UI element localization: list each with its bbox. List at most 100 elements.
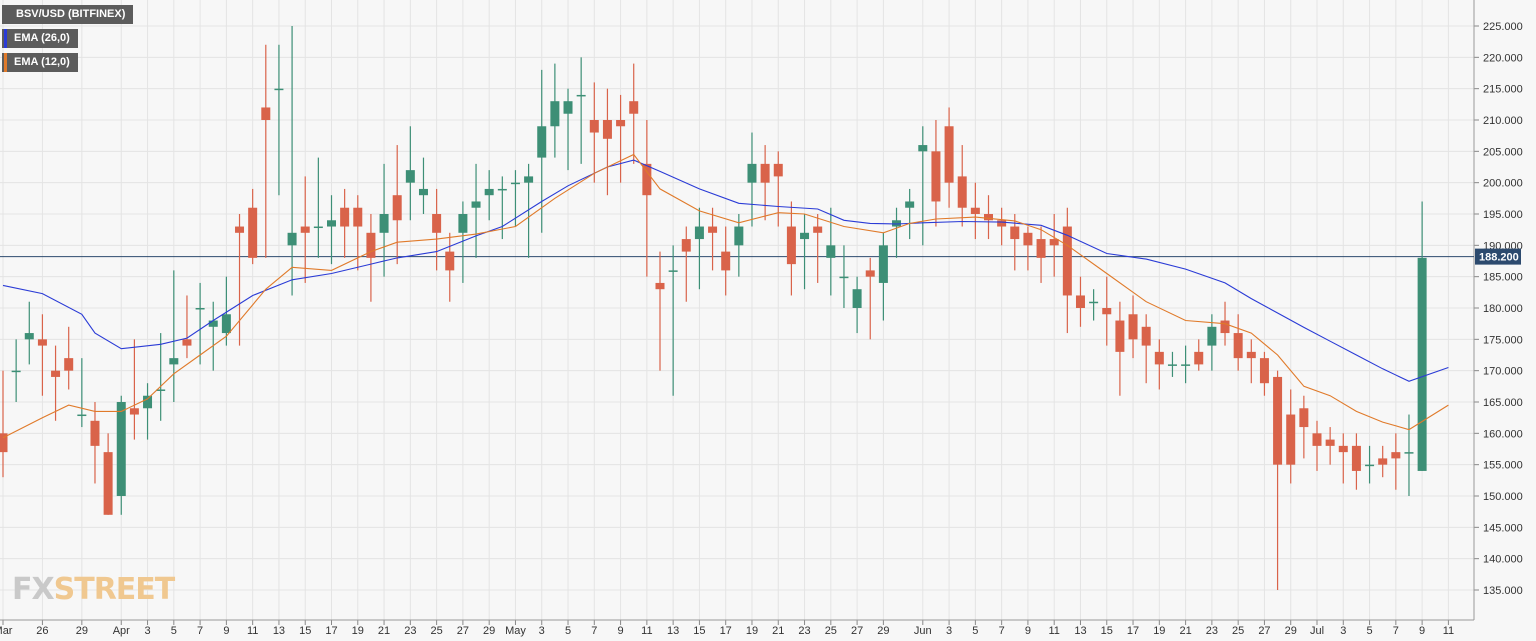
candle-body <box>694 226 704 240</box>
x-tick-label: 21 <box>1179 625 1191 637</box>
candle-body <box>248 207 258 258</box>
x-tick-label: 13 <box>667 625 679 637</box>
y-tick-label: 175.000 <box>1483 334 1523 346</box>
x-tick-label: 21 <box>772 625 784 637</box>
x-tick-label: 29 <box>483 625 495 637</box>
candle-body <box>918 145 928 152</box>
candle-body <box>156 389 166 391</box>
candle-body <box>24 333 34 340</box>
x-tick-label: Mar <box>0 625 13 637</box>
candle-body <box>11 370 21 373</box>
y-tick-label: 185.000 <box>1483 272 1523 284</box>
x-tick-label: 9 <box>1419 625 1425 637</box>
legend-ema26: EMA (26,0) <box>2 29 78 48</box>
candle-body <box>353 207 363 227</box>
x-tick-label: 17 <box>1127 625 1139 637</box>
candle-body <box>235 226 245 233</box>
watermark-street: STREET <box>53 572 176 607</box>
x-tick-label: 25 <box>1232 625 1244 637</box>
watermark-fx: FX <box>12 572 55 607</box>
x-tick-label: 9 <box>223 625 229 637</box>
candle-body <box>51 370 61 377</box>
candle-body <box>1102 308 1112 315</box>
candle-body <box>1299 408 1309 428</box>
candle-body <box>1417 257 1427 471</box>
candle-body <box>655 282 665 290</box>
x-tick-label: Jun <box>914 625 932 637</box>
candle-body <box>602 120 612 139</box>
candle-body <box>997 220 1007 227</box>
x-tick-label: 5 <box>1366 625 1372 637</box>
x-tick-label: 15 <box>1101 625 1113 637</box>
x-tick-label: 13 <box>273 625 285 637</box>
candle-body <box>287 232 297 246</box>
candle-body <box>905 201 915 208</box>
candle-body <box>931 151 941 202</box>
x-tick-label: 5 <box>972 625 978 637</box>
x-tick-label: Jul <box>1310 625 1324 637</box>
candle-body <box>1128 314 1138 340</box>
candle-body <box>116 402 126 496</box>
candle-body <box>970 207 980 214</box>
candle-body <box>445 251 455 271</box>
candle-body <box>1233 333 1243 359</box>
candle-body <box>1391 452 1401 459</box>
candle-body <box>826 245 836 258</box>
y-tick-label: 220.000 <box>1483 52 1523 64</box>
candle-body <box>90 420 100 446</box>
x-tick-label: 7 <box>197 625 203 637</box>
candle-body <box>379 214 389 233</box>
x-tick-label: 15 <box>693 625 705 637</box>
x-tick-label: 29 <box>1285 625 1297 637</box>
candle-body <box>878 245 888 283</box>
legend-ema12: EMA (12,0) <box>2 53 78 72</box>
candle-body <box>340 207 350 227</box>
candle-body <box>1404 452 1414 454</box>
candle-body <box>1365 464 1375 467</box>
x-tick-label: 11 <box>1048 625 1059 637</box>
x-tick-label: 23 <box>798 625 810 637</box>
candle-body <box>0 433 8 453</box>
legend-symbol-label: BSV/USD (BITFINEX) <box>16 8 126 20</box>
candle-body <box>576 94 586 97</box>
candle-body <box>537 126 547 158</box>
candle-body <box>773 163 783 177</box>
x-tick-label: 11 <box>247 625 258 637</box>
ema26-line <box>2 159 1449 382</box>
candle-body <box>1246 351 1256 359</box>
candle-body <box>64 358 74 371</box>
x-tick-label: 7 <box>591 625 597 637</box>
candle-body <box>1036 239 1046 258</box>
candle-body <box>1378 458 1388 465</box>
y-tick-label: 135.000 <box>1483 585 1523 597</box>
last-price-label: 188.200 <box>1479 252 1519 264</box>
candle-body <box>563 101 573 114</box>
candle-body <box>708 226 718 233</box>
y-tick-label: 150.000 <box>1483 491 1523 503</box>
candle-body <box>471 201 481 208</box>
candle-body <box>1089 301 1099 304</box>
x-tick-label: 25 <box>825 625 837 637</box>
candle-body <box>734 226 744 246</box>
x-tick-label: 7 <box>999 625 1005 637</box>
candle-body <box>1286 414 1296 465</box>
x-tick-label: 9 <box>618 625 624 637</box>
candle-body <box>721 251 731 271</box>
x-tick-label: May <box>505 625 526 637</box>
candle-body <box>458 214 468 233</box>
candle-body <box>589 120 599 133</box>
candle-body <box>418 188 428 196</box>
y-tick-label: 165.000 <box>1483 397 1523 409</box>
x-tick-label: 21 <box>378 625 390 637</box>
x-tick-label: 3 <box>1340 625 1346 637</box>
y-tick-label: 170.000 <box>1483 366 1523 378</box>
candle-body <box>143 395 153 409</box>
candle-body <box>300 226 310 233</box>
candle-body <box>77 414 87 417</box>
candle-body <box>865 270 875 277</box>
x-tick-label: Apr <box>113 625 130 637</box>
candle-body <box>484 188 494 196</box>
candle-body <box>37 339 47 346</box>
